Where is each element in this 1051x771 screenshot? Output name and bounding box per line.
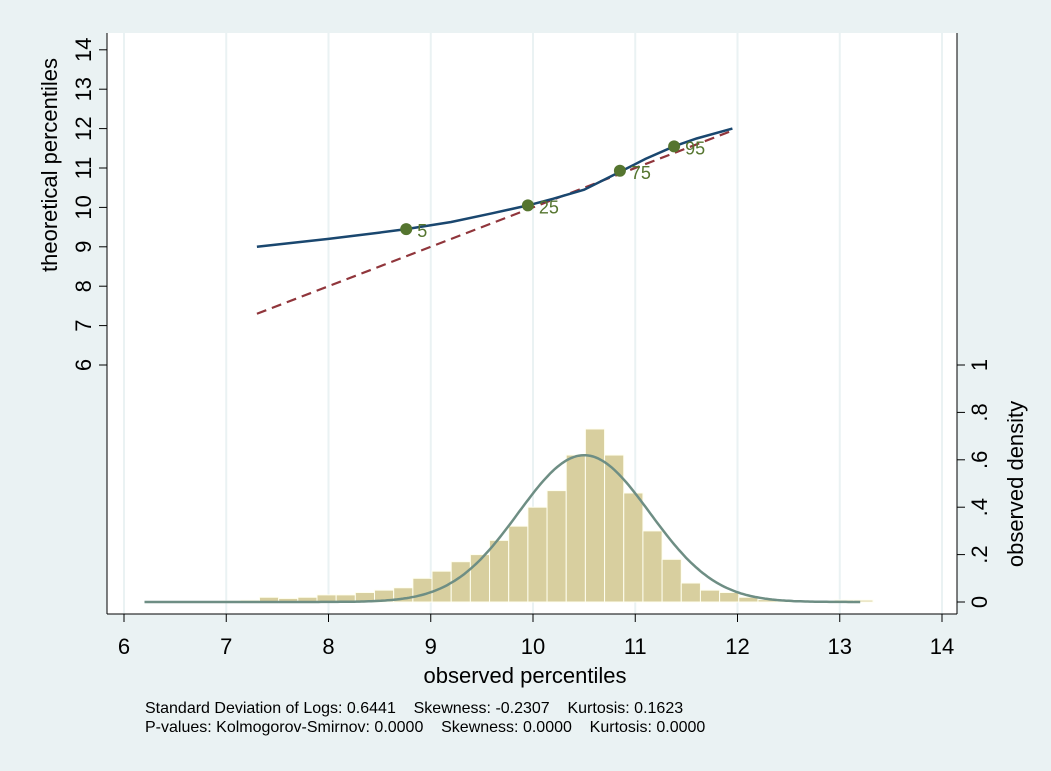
y2-tick-label: .8 <box>967 403 992 421</box>
percentile-label: 5 <box>417 221 427 241</box>
y-tick-label: 11 <box>71 157 96 180</box>
percentile-label: 25 <box>539 197 559 217</box>
stats-note-line-1: Standard Deviation of Logs: 0.6441 Skewn… <box>145 700 684 717</box>
y-axis-ticks: 6 7 8 9 10 11 12 13 14 <box>71 38 107 371</box>
histogram-bar <box>719 592 740 603</box>
y2-tick-label: .4 <box>967 498 992 516</box>
x-axis-ticks: 6 7 8 9 10 11 12 13 14 <box>118 614 954 659</box>
histogram-bar <box>565 454 586 603</box>
histogram-bar <box>623 492 644 603</box>
y-tick-label: 6 <box>71 359 96 371</box>
x-tick-label: 7 <box>220 634 232 659</box>
histogram-bar <box>661 558 682 603</box>
x-tick-label: 11 <box>624 634 647 659</box>
reference-line <box>256 129 733 315</box>
histogram-bar <box>508 525 529 603</box>
percentile-marker <box>400 223 413 236</box>
histogram <box>201 428 874 603</box>
histogram-bar <box>527 506 548 603</box>
histogram-bar <box>546 490 567 603</box>
normal-density-curve <box>144 453 861 604</box>
x-tick-label: 14 <box>930 634 954 659</box>
stats-note-line-2: P-values: Kolmogorov-Smirnov: 0.0000 Ske… <box>145 719 706 736</box>
y2-tick-label: 1 <box>967 359 992 371</box>
percentile-label: 95 <box>685 138 705 158</box>
y-tick-label: 7 <box>71 319 96 331</box>
x-tick-label: 9 <box>425 634 437 659</box>
x-axis-label: observed percentiles <box>423 663 626 688</box>
y-tick-label: 8 <box>71 280 96 292</box>
y2-tick-label: 0 <box>967 596 992 608</box>
y-tick-label: 9 <box>71 241 96 253</box>
y2-tick-label: .2 <box>967 545 992 563</box>
y2-tick-label: .6 <box>967 451 992 469</box>
y-tick-label: 12 <box>71 116 96 140</box>
histogram-bar <box>642 530 663 603</box>
percentile-label: 75 <box>631 163 651 183</box>
y-tick-label: 13 <box>71 77 96 101</box>
y2-axis-ticks: 0 .2 .4 .6 .8 1 <box>957 359 992 608</box>
histogram-bar <box>680 582 701 603</box>
histogram-bar <box>412 577 433 603</box>
x-tick-label: 12 <box>725 634 749 659</box>
percentile-marker <box>668 140 681 153</box>
y-tick-label: 14 <box>71 38 96 62</box>
histogram-bar <box>489 539 510 603</box>
percentile-markers: 5 25 75 95 <box>400 138 705 241</box>
percentile-marker <box>521 199 534 212</box>
x-tick-label: 10 <box>521 634 545 659</box>
x-tick-label: 13 <box>828 634 852 659</box>
y-tick-label: 10 <box>71 195 96 219</box>
y2-axis-label: observed density <box>1003 401 1028 567</box>
y-axis-label: theoretical percentiles <box>37 58 62 272</box>
histogram-bar <box>699 589 721 603</box>
grid <box>123 33 943 614</box>
x-tick-label: 8 <box>322 634 334 659</box>
percentile-marker <box>613 164 626 177</box>
x-tick-label: 6 <box>118 634 130 659</box>
